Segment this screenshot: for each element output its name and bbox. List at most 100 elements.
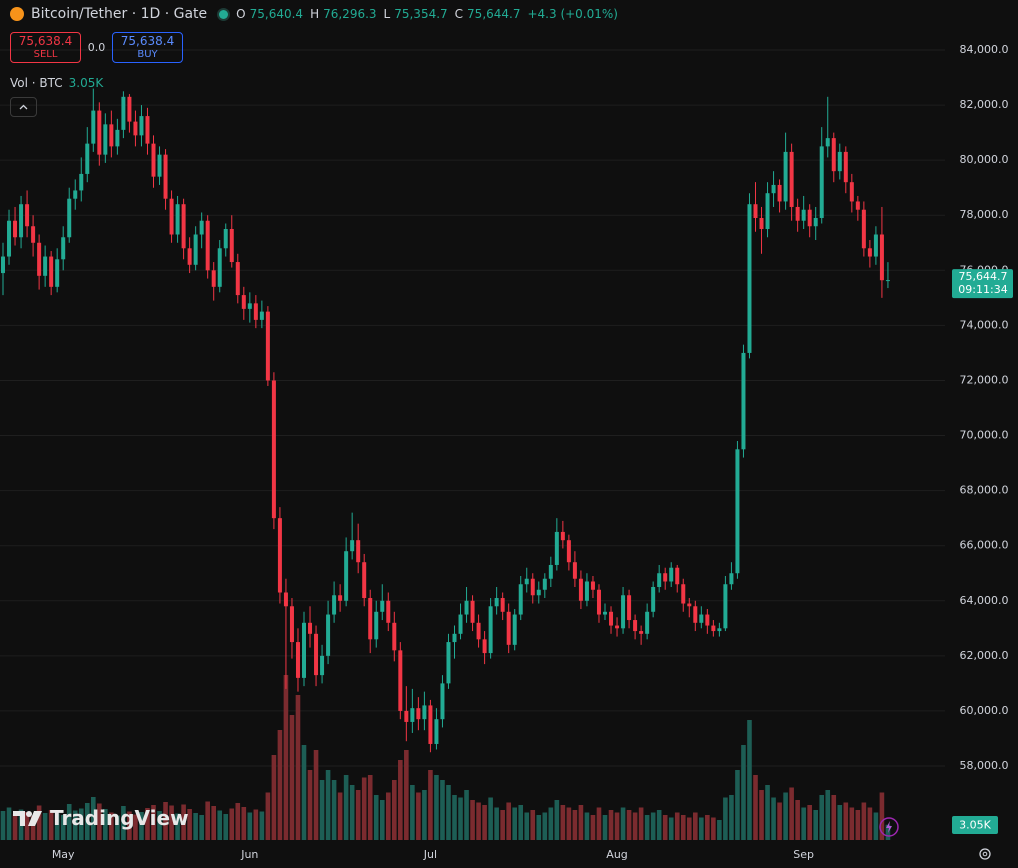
volume-bar	[307, 770, 313, 840]
volume-bar	[873, 812, 879, 840]
volume-bar	[656, 810, 662, 840]
candle-body	[711, 625, 716, 632]
volume-bar	[428, 770, 433, 840]
chevron	[19, 104, 28, 110]
volume-bar	[650, 812, 656, 840]
volume-bar	[446, 785, 451, 840]
volume-bar	[662, 815, 668, 840]
candle-body	[43, 256, 48, 276]
candle-body	[217, 248, 222, 287]
volume-bar	[139, 812, 144, 840]
candle-body	[410, 708, 415, 722]
volume-bar	[590, 815, 596, 840]
volume-bar	[843, 802, 849, 840]
volume-bar	[271, 755, 277, 840]
volume-bar	[385, 792, 391, 840]
candle-body	[283, 592, 288, 607]
volume-bar	[54, 813, 60, 840]
candle-body	[452, 633, 457, 643]
candle-body	[753, 204, 758, 218]
symbol-header: Bitcoin/Tether · 1D · Gate O 75,640.4 H 76,…	[10, 6, 621, 22]
candle-body	[145, 116, 150, 144]
candle-body	[482, 639, 487, 654]
candle-body	[181, 204, 186, 249]
candle-body	[813, 217, 818, 227]
grid	[0, 49, 945, 767]
candle-body	[542, 578, 547, 590]
volume-bar	[241, 807, 247, 840]
candle-body	[380, 600, 385, 612]
volume-bar	[530, 810, 536, 840]
candle-body	[741, 352, 746, 450]
volume-bar	[548, 807, 554, 840]
market-status	[219, 9, 229, 19]
volume-bar	[602, 815, 608, 840]
candle-body	[434, 719, 439, 744]
candle-body	[879, 234, 884, 281]
candle-body	[175, 204, 180, 235]
candle-body	[271, 380, 276, 519]
volume-bar	[620, 807, 626, 840]
volume-legend: Vol · BTC 3.05K	[10, 76, 103, 90]
candle-body	[789, 151, 794, 207]
y-tick-label: 68,000.0	[960, 484, 1009, 497]
volume-bar	[157, 811, 162, 840]
buy-label: BUY	[137, 48, 158, 60]
volume-bar	[837, 805, 843, 840]
volume-bar	[614, 812, 620, 840]
volume-bar	[163, 802, 168, 840]
volume-bar	[783, 792, 788, 840]
volume-bar	[295, 695, 301, 840]
candle-body	[627, 595, 632, 621]
volume-bar	[440, 780, 445, 840]
sell-label: SELL	[33, 48, 58, 60]
volume-bar	[801, 807, 806, 840]
candle-body	[392, 622, 397, 651]
candle-body	[440, 683, 445, 720]
candle-body	[1, 256, 5, 274]
volume-bar	[512, 807, 517, 840]
volume-bar	[253, 809, 259, 840]
buy-button[interactable]: 75,638.4 BUY	[112, 32, 183, 63]
candle-body	[362, 562, 367, 599]
candle-body	[747, 204, 752, 353]
y-tick-label: 72,000.0	[960, 373, 1009, 386]
candle-body	[302, 622, 306, 678]
candle-body	[759, 217, 764, 229]
candle-body	[867, 248, 872, 257]
candle-body	[657, 573, 662, 587]
candle-body	[560, 531, 565, 541]
candle-body	[109, 124, 114, 147]
candle-body	[205, 220, 210, 271]
candle-body	[645, 611, 650, 634]
candle-body	[386, 600, 391, 623]
collapse-button[interactable]	[10, 97, 37, 117]
volume-bar	[668, 817, 674, 840]
candle-body	[320, 655, 325, 676]
candle-body	[621, 595, 626, 629]
candle-body	[356, 540, 361, 563]
volume-bar	[560, 805, 566, 840]
alert-icon	[879, 817, 899, 837]
candle-body	[536, 589, 541, 596]
volume-bar	[452, 795, 457, 840]
volume-bar	[572, 810, 578, 840]
volume-bar	[6, 807, 12, 840]
volume-bar	[325, 770, 331, 840]
volume-bar	[723, 797, 728, 840]
candle-body	[723, 584, 728, 629]
volume-bar	[861, 802, 867, 840]
volume-bar	[867, 807, 873, 840]
candle-body	[151, 143, 156, 177]
last-price-label: 75,644.7	[959, 270, 1008, 283]
buy-price: 75,638.4	[120, 33, 175, 48]
volume-bar	[807, 805, 812, 840]
sell-button[interactable]: 75,638.4 SELL	[10, 32, 81, 63]
volume-bar	[482, 805, 487, 840]
candle-body	[115, 129, 120, 147]
candle-body	[31, 226, 36, 243]
candle-body	[223, 229, 228, 249]
candle-body	[326, 614, 331, 656]
candle-body	[338, 595, 343, 601]
